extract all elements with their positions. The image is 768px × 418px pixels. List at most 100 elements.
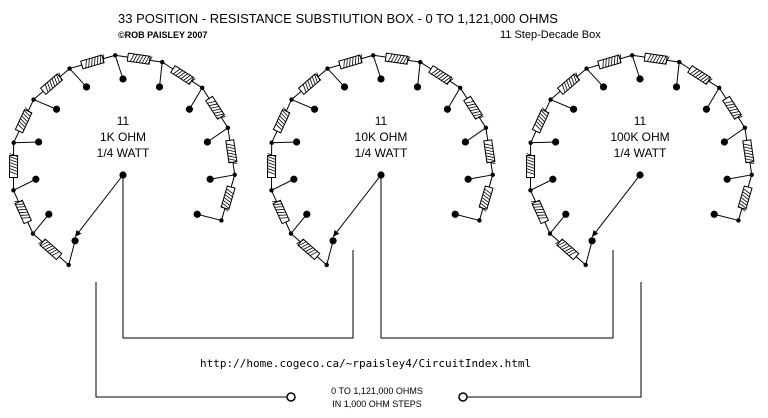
decade-value-label: 100K OHM bbox=[610, 130, 669, 144]
resistor-2 bbox=[272, 199, 291, 225]
decade-dials: 11 1K OHM 1/4 WATT 11 10K OHM 1/4 WATT 11 100K … bbox=[9, 52, 755, 268]
junction-dot bbox=[749, 172, 754, 178]
contact-tap bbox=[326, 240, 334, 266]
decade-dial-1: 11 1K OHM 1/4 WATT bbox=[9, 52, 238, 268]
contact-tap bbox=[290, 213, 308, 234]
junction-dot bbox=[742, 125, 748, 130]
switch-contact-10 bbox=[461, 138, 469, 146]
junction-dot bbox=[418, 59, 423, 65]
switch-contact-3 bbox=[32, 175, 40, 183]
switch-contact-1 bbox=[588, 237, 596, 245]
junction-dot bbox=[112, 53, 118, 58]
switch-contact-6 bbox=[82, 83, 91, 91]
contact-tap bbox=[455, 213, 480, 221]
junction-dot bbox=[490, 172, 495, 178]
decade-count-label: 11 bbox=[375, 114, 388, 128]
junction-dot bbox=[199, 85, 205, 91]
junction-dot bbox=[477, 218, 482, 223]
junction-dot bbox=[225, 125, 231, 130]
switch-contact-1 bbox=[71, 237, 79, 245]
resistor-9 bbox=[463, 95, 484, 120]
junction-dot bbox=[324, 262, 329, 268]
interconnect-wiring bbox=[95, 175, 642, 398]
contact-tap bbox=[13, 178, 37, 191]
wiper-pivot bbox=[636, 171, 644, 179]
junction-dot bbox=[528, 140, 533, 145]
switch-contact-8 bbox=[672, 83, 681, 91]
contact-tap bbox=[705, 87, 720, 110]
resistor-4 bbox=[272, 107, 291, 134]
resistor-4 bbox=[14, 107, 33, 134]
resistor-7 bbox=[126, 52, 153, 65]
contact-tap bbox=[631, 55, 641, 80]
contact-tap bbox=[158, 62, 163, 87]
junction-dot bbox=[160, 59, 165, 65]
junction-dot bbox=[583, 262, 588, 268]
resistor-3 bbox=[9, 153, 19, 179]
junction-dot bbox=[548, 97, 553, 102]
switch-contact-6 bbox=[599, 83, 608, 91]
switch-contact-7 bbox=[119, 75, 127, 83]
contact-tap bbox=[585, 240, 593, 266]
resistor-5 bbox=[39, 72, 64, 96]
contact-tap bbox=[188, 87, 203, 110]
junction-dot bbox=[629, 53, 635, 58]
contact-tap bbox=[549, 213, 567, 234]
decade-power-label: 1/4 WATT bbox=[97, 146, 150, 160]
resistor-2 bbox=[14, 199, 33, 225]
decade-count-label: 11 bbox=[634, 114, 647, 128]
resistor-6 bbox=[597, 54, 622, 70]
resistor-7 bbox=[384, 52, 411, 65]
wiper-arrowhead bbox=[75, 229, 82, 237]
switch-contact-2 bbox=[45, 210, 53, 218]
junction-dot bbox=[370, 53, 376, 58]
wiper-arrowhead bbox=[592, 229, 599, 237]
contact-tap bbox=[271, 178, 295, 191]
contact-tap bbox=[68, 240, 76, 266]
source-url: http://home.cogeco.ca/~rpaisley4/Circuit… bbox=[200, 357, 531, 370]
resistor-7 bbox=[643, 52, 670, 65]
contact-tap bbox=[714, 213, 739, 221]
switch-contact-4 bbox=[35, 138, 43, 146]
contact-tap bbox=[468, 174, 493, 180]
contact-tap bbox=[327, 68, 345, 88]
junction-dot bbox=[30, 231, 36, 236]
resistor-9 bbox=[722, 95, 743, 120]
wiper-arm bbox=[332, 174, 382, 238]
contact-tap bbox=[207, 127, 229, 143]
switch-contact-7 bbox=[636, 75, 644, 83]
step-label: IN 1,000 OHM STEPS bbox=[332, 399, 422, 409]
contact-tap bbox=[69, 68, 87, 88]
switch-contact-12 bbox=[193, 210, 201, 218]
junction-dot bbox=[483, 125, 489, 130]
junction-dot bbox=[31, 97, 36, 102]
output-terminal-left bbox=[286, 392, 296, 402]
switch-contact-11 bbox=[464, 175, 472, 183]
resistor-10 bbox=[483, 139, 496, 164]
switch-contact-10 bbox=[720, 138, 728, 146]
junction-dot bbox=[584, 66, 589, 71]
resistor-5 bbox=[556, 72, 581, 96]
resistor-8 bbox=[687, 64, 713, 85]
switch-contact-4 bbox=[552, 138, 560, 146]
decade-power-label: 1/4 WATT bbox=[614, 146, 667, 160]
switch-contact-12 bbox=[710, 210, 718, 218]
resistor-3 bbox=[267, 153, 277, 179]
resistor-10 bbox=[225, 139, 238, 164]
wire-100k-end-to-terminal-right bbox=[463, 282, 642, 398]
wire-10k-wiper-to-100k bbox=[380, 175, 614, 339]
junction-dot bbox=[232, 172, 237, 178]
contact-tap bbox=[372, 55, 382, 80]
junction-dot bbox=[457, 85, 463, 91]
contact-tap bbox=[550, 99, 574, 110]
range-label: 0 TO 1,121,000 OHMS bbox=[331, 386, 423, 396]
contact-tap bbox=[210, 174, 235, 180]
resistor-2 bbox=[531, 199, 550, 225]
junction-dot bbox=[736, 218, 741, 223]
contact-tap bbox=[675, 62, 680, 87]
copyright-notice: ©ROB PAISLEY 2007 bbox=[118, 30, 207, 40]
junction-dot bbox=[67, 66, 72, 71]
decade-value-label: 1K OHM bbox=[100, 130, 146, 144]
contact-tap bbox=[291, 99, 315, 110]
resistor-1 bbox=[555, 238, 580, 261]
